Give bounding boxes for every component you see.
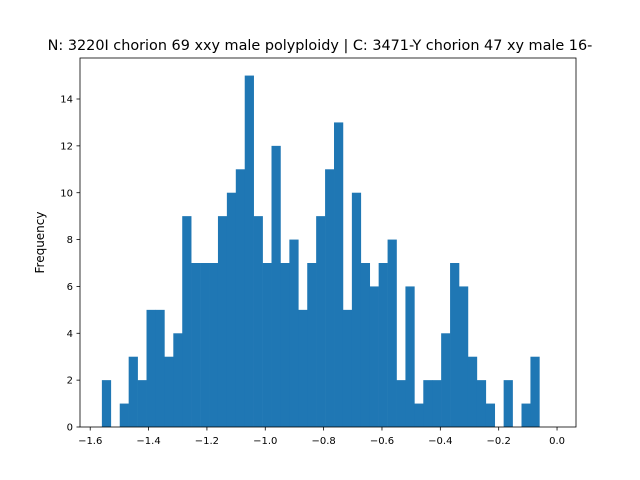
- x-tick-label: −1.2: [195, 436, 219, 447]
- histogram-bar: [164, 356, 174, 427]
- histogram-bar: [307, 263, 317, 427]
- y-axis: 0 2 4 6 8 10 12 14: [60, 95, 80, 434]
- histogram-bar: [217, 216, 228, 427]
- chart-title: N: 3220I chorion 69 xxy male polyploidy …: [48, 38, 593, 54]
- histogram-bar: [334, 122, 344, 428]
- x-tick-label: −1.4: [136, 436, 160, 447]
- histogram-bar: [485, 403, 496, 427]
- y-tick-label: 4: [67, 329, 73, 340]
- histogram-bar: [459, 286, 469, 427]
- histogram-bar: [360, 263, 371, 427]
- x-axis: −1.6 −1.4 −1.2 −1.0 −0.8 −0.6 −0.4 −0.2 0.0: [78, 427, 565, 447]
- y-tick-label: 14: [60, 95, 73, 106]
- histogram-bar: [450, 263, 460, 427]
- histogram-bar: [396, 380, 406, 427]
- histogram-bar: [191, 263, 201, 427]
- histogram-bar: [173, 333, 183, 427]
- bars-group: [101, 75, 540, 428]
- y-tick-label: 2: [67, 376, 73, 387]
- y-tick-label: 0: [67, 423, 73, 434]
- x-tick-label: −0.2: [487, 436, 511, 447]
- histogram-bar: [351, 192, 362, 427]
- x-tick-label: −0.4: [428, 436, 452, 447]
- histogram-bar: [271, 145, 281, 428]
- histogram-bar: [467, 356, 478, 427]
- histogram-bar: [378, 263, 388, 427]
- histogram-bar: [146, 309, 156, 427]
- histogram-bar: [530, 356, 540, 427]
- histogram-bar: [226, 192, 237, 427]
- histogram-bar: [298, 309, 308, 427]
- histogram-bar: [128, 356, 138, 427]
- histogram-bar: [503, 380, 513, 427]
- histogram-bar: [414, 403, 424, 427]
- y-tick-label: 6: [67, 282, 73, 293]
- histogram-bar: [253, 216, 263, 427]
- histogram-bar: [316, 216, 326, 427]
- y-tick-label: 12: [60, 141, 73, 152]
- histogram-bar: [405, 286, 415, 427]
- histogram-bar: [369, 286, 379, 427]
- y-tick-label: 8: [67, 235, 73, 246]
- histogram-bar: [423, 380, 433, 427]
- histogram-bar: [280, 263, 290, 427]
- histogram-bar: [432, 380, 442, 427]
- histogram-bar: [441, 333, 451, 427]
- histogram-bar: [342, 309, 353, 427]
- x-tick-label: −1.6: [78, 436, 102, 447]
- histogram-bar: [244, 75, 254, 427]
- x-tick-label: 0.0: [549, 436, 565, 447]
- histogram-bar: [235, 169, 246, 428]
- histogram-bar: [262, 263, 272, 427]
- histogram-bar: [137, 380, 147, 427]
- histogram-bar: [476, 380, 487, 427]
- histogram-bar: [155, 309, 165, 427]
- histogram-bar: [200, 263, 210, 427]
- x-tick-label: −0.8: [311, 436, 335, 447]
- histogram-bar: [289, 239, 299, 427]
- histogram-bar: [101, 380, 112, 427]
- x-tick-label: −0.6: [370, 436, 394, 447]
- y-tick-label: 10: [60, 188, 73, 199]
- histogram-bar: [119, 403, 129, 427]
- histogram-bar: [182, 216, 192, 427]
- histogram-bar: [387, 239, 397, 427]
- histogram-bar: [521, 403, 531, 427]
- plot-frame: [79, 57, 577, 428]
- x-tick-label: −1.0: [253, 436, 277, 447]
- histogram-bar: [209, 263, 219, 427]
- y-axis-label: Frequency: [33, 212, 47, 274]
- histogram-bar: [325, 169, 335, 428]
